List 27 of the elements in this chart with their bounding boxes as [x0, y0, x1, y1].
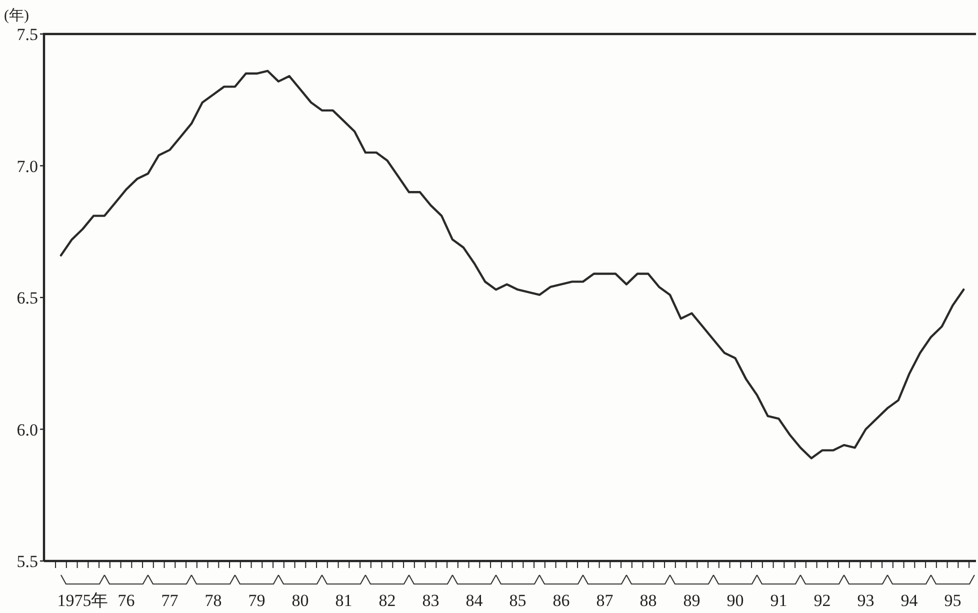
- x-tick-label: 93: [857, 591, 874, 610]
- x-tick-label: 87: [596, 591, 614, 610]
- y-axis-title: (年): [4, 7, 29, 24]
- x-tick-label: 84: [466, 591, 484, 610]
- y-tick-label: 5.5: [16, 552, 38, 571]
- x-tick-label: 82: [378, 591, 396, 610]
- x-tick-label: 76: [118, 591, 135, 610]
- x-tick-label: 79: [248, 591, 266, 610]
- x-tick-label: 85: [509, 591, 526, 610]
- x-tick-label: 89: [683, 591, 700, 610]
- x-tick-label: 77: [161, 591, 179, 610]
- x-tick-label: 91: [770, 591, 788, 610]
- y-tick-label: 6.5: [16, 288, 38, 308]
- x-tick-label: 78: [204, 591, 222, 610]
- x-tick-label: 83: [422, 591, 440, 610]
- x-tick-label: 81: [335, 591, 352, 610]
- x-tick-label: 1975年: [57, 591, 108, 610]
- x-tick-label: 95: [944, 591, 962, 610]
- x-tick-label: 92: [814, 591, 831, 610]
- y-tick-label: 7.5: [16, 25, 38, 44]
- x-tick-label: 90: [726, 591, 744, 610]
- x-tick-label: 86: [552, 591, 570, 610]
- x-tick-label: 88: [640, 591, 657, 610]
- y-tick-label: 6.0: [16, 420, 38, 440]
- x-tick-label: 80: [292, 591, 309, 610]
- y-tick-label: 7.0: [16, 156, 38, 176]
- x-tick-label: 94: [900, 591, 918, 610]
